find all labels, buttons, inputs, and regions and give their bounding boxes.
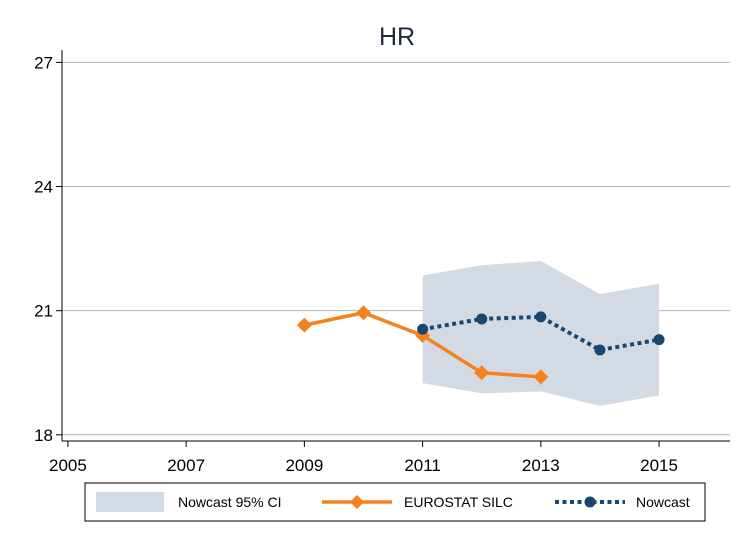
eurostat-point-2012: [474, 365, 490, 381]
legend: Nowcast 95% CI EUROSTAT SILC Nowcast: [84, 482, 706, 522]
x-tick-label-2011: 2011: [404, 456, 441, 475]
eurostat-point-2010: [355, 305, 371, 321]
x-tick-label-2007: 2007: [167, 456, 205, 475]
legend-label-nowcast: Nowcast: [636, 494, 690, 510]
axes: 18 21 24 27 2005 2007 2009 2011 2013 2015: [34, 50, 730, 475]
y-tick-label-21: 21: [34, 302, 53, 321]
x-tick-label-2009: 2009: [285, 456, 323, 475]
nowcast-point-2013: [535, 311, 547, 323]
x-tick-label-2005: 2005: [49, 456, 87, 475]
legend-swatch-ci: [96, 492, 164, 512]
y-tick-label-27: 27: [34, 53, 53, 72]
y-tick-label-18: 18: [34, 426, 53, 445]
legend-label-ci: Nowcast 95% CI: [178, 494, 281, 510]
legend-label-eurostat: EUROSTAT SILC: [404, 494, 513, 510]
nowcast-point-2014: [594, 344, 606, 356]
chart-title: HR: [379, 23, 415, 51]
x-tick-label-2015: 2015: [640, 456, 678, 475]
nowcast-line: [422, 314, 660, 353]
nowcast-point-2015: [653, 334, 665, 346]
nowcast-point-2011: [417, 323, 429, 335]
series-layer: [296, 305, 665, 385]
eurostat-point-2013: [533, 369, 549, 385]
legend-marker-nowcast: [584, 496, 596, 508]
y-tick-label-24: 24: [34, 178, 53, 197]
x-tick-label-2013: 2013: [522, 456, 560, 475]
nowcast-point-2012: [476, 313, 488, 325]
eurostat-point-2009: [296, 317, 312, 333]
legend-marker-eurostat: [350, 495, 364, 509]
